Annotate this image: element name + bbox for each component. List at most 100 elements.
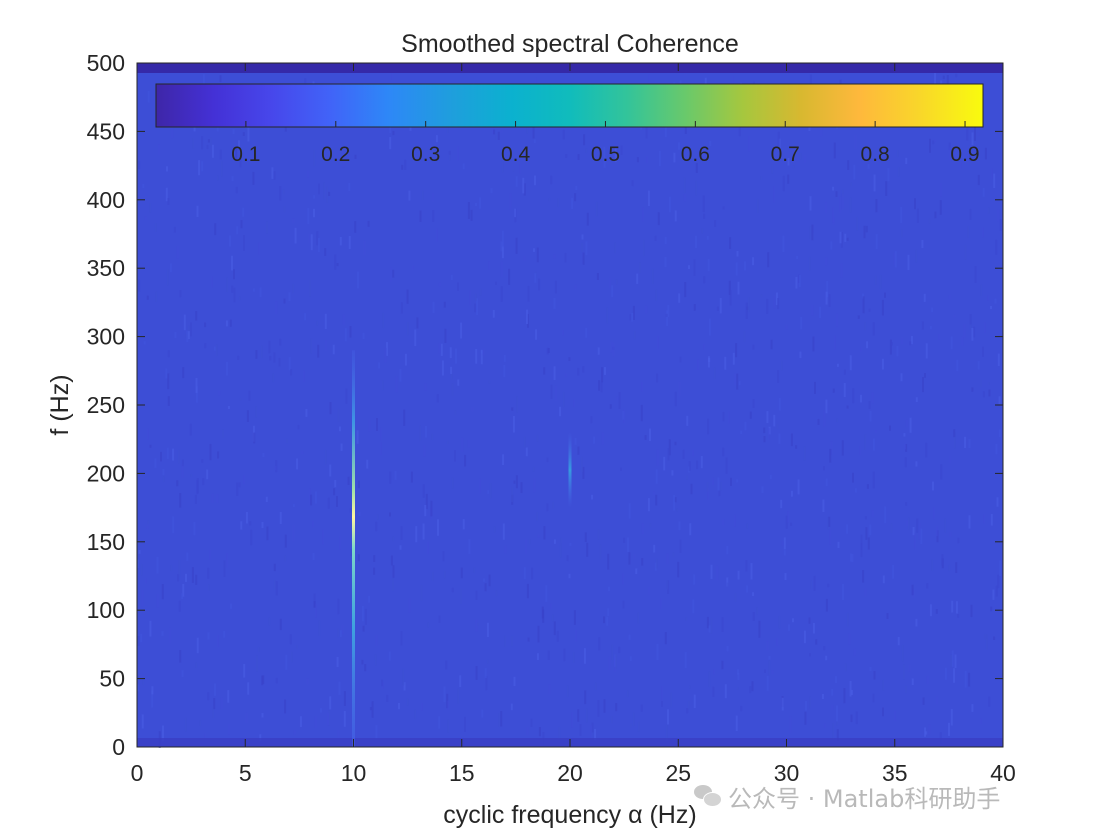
texture-cell — [812, 336, 815, 352]
texture-cell — [357, 554, 360, 562]
texture-cell — [543, 526, 546, 540]
texture-cell — [308, 233, 311, 243]
texture-cell — [299, 716, 302, 728]
texture-cell — [238, 140, 240, 147]
texture-cell — [565, 373, 568, 377]
texture-cell — [656, 449, 659, 466]
texture-cell — [860, 543, 863, 558]
texture-cell — [708, 318, 711, 336]
texture-cell — [167, 350, 170, 358]
texture-cell — [849, 355, 852, 371]
texture-cell — [756, 607, 759, 615]
texture-cell — [655, 469, 658, 484]
texture-cell — [736, 479, 739, 483]
texture-cell — [769, 474, 772, 480]
texture-cell — [830, 441, 833, 455]
texture-cell — [635, 568, 638, 575]
texture-cell — [706, 481, 709, 492]
texture-cell — [283, 298, 286, 304]
texture-cell — [446, 440, 449, 444]
texture-cell — [849, 553, 852, 562]
texture-cell — [301, 451, 304, 455]
texture-cell — [235, 146, 238, 159]
texture-cell — [831, 688, 834, 696]
texture-cell — [964, 436, 967, 448]
texture-cell — [262, 453, 265, 458]
texture-cell — [860, 347, 863, 352]
texture-cell — [560, 537, 563, 547]
texture-cell — [740, 430, 743, 435]
texture-cell — [866, 341, 869, 349]
texture-cell — [503, 364, 506, 378]
texture-cell — [640, 704, 643, 712]
texture-cell — [190, 322, 192, 337]
texture-cell — [500, 129, 503, 133]
texture-cell — [829, 448, 832, 463]
texture-cell — [760, 175, 763, 181]
texture-cell — [318, 183, 320, 195]
texture-cell — [695, 235, 697, 249]
texture-cell — [966, 126, 969, 141]
texture-cell — [285, 654, 288, 670]
texture-cell — [615, 279, 618, 285]
texture-cell — [971, 328, 974, 341]
texture-cell — [574, 630, 577, 642]
texture-cell — [363, 240, 366, 255]
texture-cell — [432, 193, 434, 202]
texture-cell — [590, 416, 593, 424]
texture-cell — [854, 134, 857, 150]
texture-cell — [373, 555, 376, 562]
texture-cell — [804, 711, 807, 725]
texture-cell — [348, 236, 351, 249]
texture-cell — [460, 322, 463, 339]
texture-cell — [516, 396, 519, 413]
texture-cell — [375, 635, 378, 647]
texture-cell — [915, 461, 918, 467]
texture-cell — [799, 351, 802, 359]
texture-cell — [261, 713, 264, 718]
texture-cell — [729, 237, 732, 249]
texture-cell — [983, 322, 986, 333]
texture-cell — [968, 439, 971, 448]
texture-cell — [777, 370, 780, 383]
texture-cell — [343, 691, 346, 706]
texture-cell — [926, 676, 929, 685]
texture-cell — [977, 361, 980, 370]
texture-cell — [789, 716, 792, 733]
texture-cell — [953, 668, 956, 683]
texture-cell — [995, 239, 998, 255]
texture-cell — [612, 342, 615, 357]
texture-cell — [438, 343, 441, 354]
texture-cell — [614, 242, 617, 254]
texture-cell — [900, 229, 903, 238]
texture-cell — [185, 573, 187, 582]
texture-cell — [609, 404, 612, 409]
texture-cell — [869, 411, 872, 422]
texture-cell — [692, 599, 695, 614]
texture-cell — [490, 188, 493, 194]
texture-cell — [231, 285, 234, 293]
texture-cell — [787, 511, 790, 523]
texture-cell — [696, 460, 699, 470]
texture-cell — [147, 520, 150, 524]
texture-cell — [547, 650, 550, 660]
texture-cell — [988, 696, 991, 707]
texture-cell — [237, 355, 240, 360]
texture-cell — [724, 684, 727, 699]
texture-cell — [342, 314, 345, 325]
texture-cell — [268, 617, 271, 626]
texture-cell — [752, 592, 755, 597]
texture-cell — [212, 706, 215, 718]
texture-cell — [182, 583, 185, 597]
texture-cell — [231, 255, 233, 271]
texture-cell — [932, 481, 934, 491]
texture-cell — [810, 580, 813, 590]
texture-cell — [593, 436, 596, 444]
texture-cell — [144, 216, 147, 220]
texture-cell — [511, 407, 514, 411]
texture-cell — [138, 160, 141, 170]
texture-cell — [955, 601, 958, 614]
texture-cell — [871, 392, 874, 404]
texture-cell — [953, 314, 956, 318]
texture-cell — [500, 286, 503, 302]
